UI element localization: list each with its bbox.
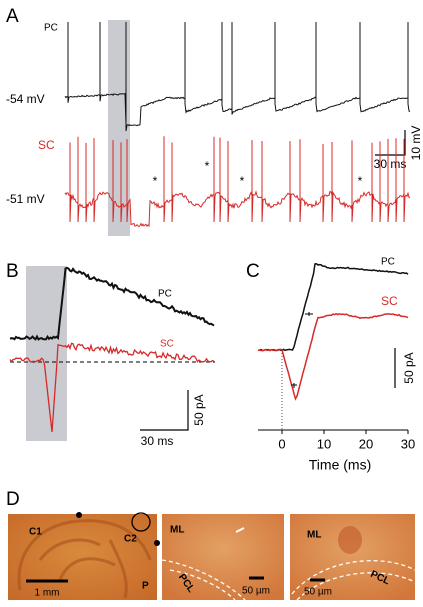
highlight — [26, 266, 67, 441]
x-tick-label: 30 — [401, 436, 415, 451]
x-tick-label: 20 — [359, 436, 373, 451]
histology-image — [8, 514, 157, 600]
trace-label: PC — [44, 23, 58, 34]
scale-label: 50 pA — [402, 352, 416, 383]
trace-label: PC — [158, 289, 172, 300]
scale-label: 50 µm — [304, 587, 332, 598]
axis-title: Time (ms) — [309, 457, 371, 473]
scale-label: 50 µm — [242, 586, 270, 597]
x-tick-label: 10 — [317, 436, 331, 451]
panel-label: B — [6, 261, 19, 282]
cell — [338, 526, 362, 554]
scale-label: 30 ms — [141, 434, 174, 448]
scale-label: 1 mm — [35, 588, 60, 599]
scale-bar — [375, 130, 406, 156]
tissue-folds — [17, 519, 152, 599]
error-bar — [291, 312, 313, 388]
layer-boundary — [161, 559, 246, 601]
region-label: C1 — [29, 527, 42, 538]
scale-bar — [140, 390, 189, 431]
region-marker — [131, 512, 151, 532]
panel-label: A — [6, 6, 19, 27]
histology-image — [162, 514, 284, 600]
trace-label: SC — [160, 339, 174, 350]
layer-boundary — [291, 560, 416, 601]
panel-label: C — [246, 261, 260, 282]
trace-label: PC — [381, 257, 395, 268]
scale-label: 30 ms — [374, 157, 407, 171]
scale-label: 50 pA — [192, 394, 206, 425]
scale-label: 10 mV — [409, 126, 423, 161]
voltage-label: -54 mV — [6, 92, 45, 106]
star: * — [153, 174, 158, 188]
sc-trace — [9, 342, 215, 433]
sc-trace — [64, 136, 411, 228]
pc-trace — [9, 266, 215, 341]
region-label: ML — [307, 530, 321, 541]
star: * — [240, 174, 245, 188]
arrow — [235, 527, 245, 533]
region-label: P — [142, 581, 149, 592]
pc-trace — [64, 22, 411, 132]
star: * — [358, 174, 363, 188]
trace-label: SC — [38, 138, 55, 152]
marker — [154, 540, 160, 546]
region-label: ML — [170, 525, 184, 536]
region-label: C2 — [124, 534, 137, 545]
pc-trace — [257, 263, 409, 352]
voltage-label: -51 mV — [6, 192, 45, 206]
panel-label: D — [6, 489, 20, 510]
star: * — [205, 159, 210, 173]
marker — [76, 512, 82, 518]
trace-label: SC — [381, 294, 398, 308]
sc-trace — [257, 312, 409, 401]
x-tick-label: 0 — [278, 436, 285, 451]
